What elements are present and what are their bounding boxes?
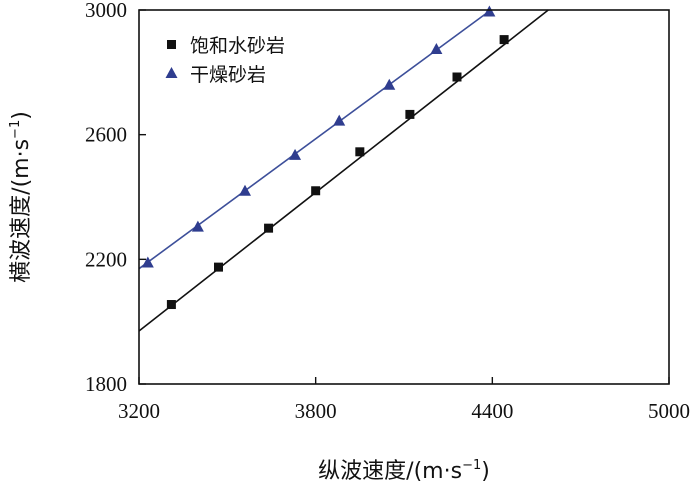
data-point-triangle [383, 78, 396, 90]
data-point-triangle [483, 5, 496, 17]
y-axis-title: 横波速度/(m·s−1) [8, 111, 34, 283]
plot-frame [138, 9, 670, 385]
data-point-triangle [289, 148, 302, 160]
data-point-square [499, 35, 509, 45]
data-point-triangle [239, 184, 251, 196]
axis-ticks [138, 9, 670, 385]
x-axis-title: 纵波速度/(m·s−1) [318, 458, 490, 484]
data-point-square [452, 72, 462, 82]
tick-labels: 3200 3800 4400 5000 1800 2200 2600 3000 [85, 0, 690, 423]
data-point-triangle [141, 256, 154, 268]
data-point-square [405, 109, 415, 119]
data-point-square [311, 186, 321, 196]
data-point-square [166, 300, 176, 310]
data-point-square [214, 262, 223, 272]
legend: 饱和水砂岩 干燥砂岩 [165, 35, 285, 86]
x-tick-label: 3200 [118, 399, 160, 423]
x-tick-label: 5000 [648, 399, 690, 423]
data-point-square [264, 223, 274, 233]
data-point-square [355, 147, 365, 157]
data-point-triangle [430, 42, 443, 54]
y-tick-label: 3000 [85, 0, 127, 22]
x-tick-label: 3800 [295, 399, 337, 423]
data-point-triangle [333, 114, 346, 126]
data-points [141, 5, 509, 310]
data-point-triangle [191, 220, 204, 232]
y-tick-label: 2600 [85, 123, 127, 147]
fit-lines [138, 9, 549, 332]
legend-label-saturated: 饱和水砂岩 [190, 35, 285, 57]
fit-line-series-0 [138, 9, 549, 332]
legend-marker-dry [165, 67, 178, 78]
x-tick-label: 4400 [471, 399, 513, 423]
y-tick-label: 1800 [85, 372, 127, 396]
legend-marker-saturated [167, 40, 176, 49]
y-tick-label: 2200 [85, 247, 127, 271]
legend-label-dry: 干燥砂岩 [190, 64, 266, 86]
